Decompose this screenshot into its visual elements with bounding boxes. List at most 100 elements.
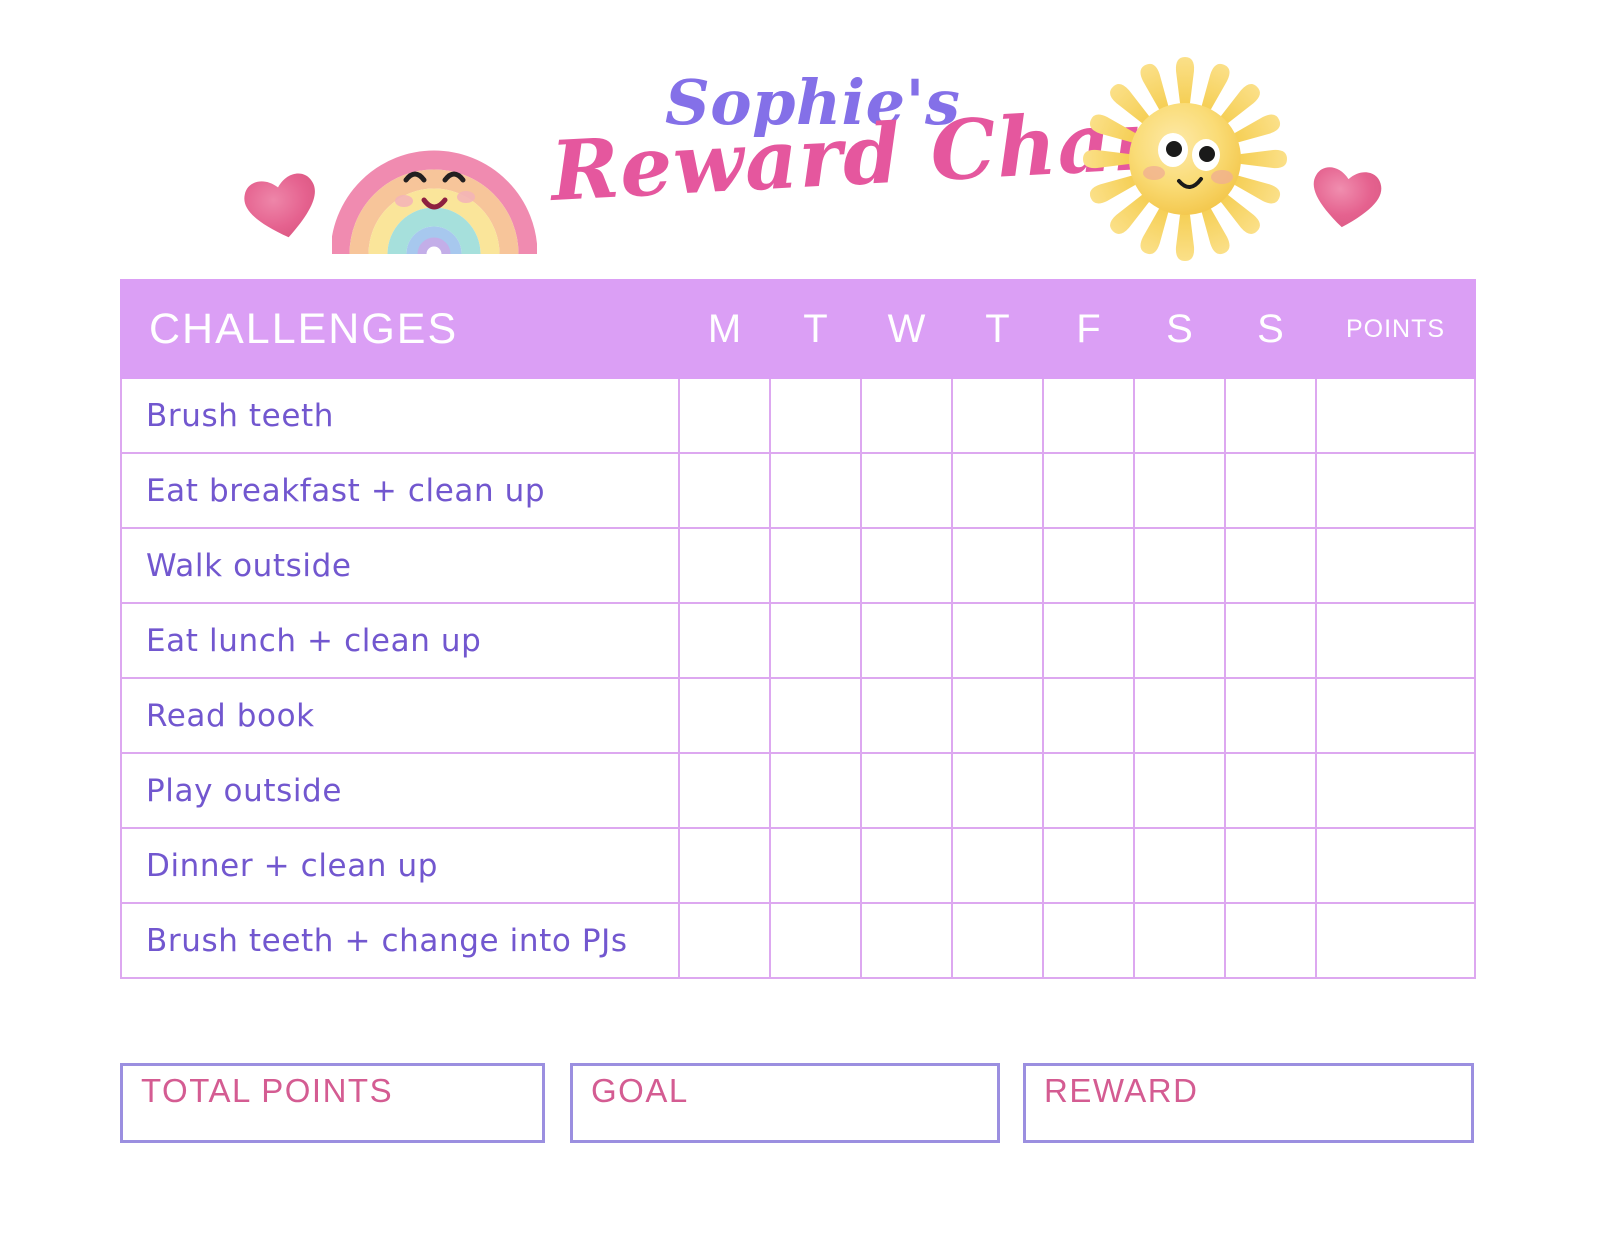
checkbox-cell-monday[interactable] <box>678 827 771 904</box>
checkbox-cell-friday[interactable] <box>1042 452 1135 529</box>
checkbox-cell-thursday[interactable] <box>951 902 1044 979</box>
checkbox-cell-sunday[interactable] <box>1224 827 1317 904</box>
total-points-label: TOTAL POINTS <box>141 1072 394 1109</box>
checkbox-cell-sunday[interactable] <box>1224 377 1317 454</box>
sun-icon <box>1063 52 1308 267</box>
footer-boxes: TOTAL POINTS GOAL REWARD <box>120 1063 1474 1145</box>
reward-label: REWARD <box>1044 1072 1199 1109</box>
checkbox-cell-tuesday[interactable] <box>769 602 862 679</box>
checkbox-cell-saturday[interactable] <box>1133 752 1226 829</box>
checkbox-cell-wednesday[interactable] <box>860 602 953 679</box>
table-row: Brush teeth <box>120 377 1476 454</box>
checkbox-cell-tuesday[interactable] <box>769 902 862 979</box>
checkbox-cell-sunday[interactable] <box>1224 902 1317 979</box>
checkbox-cell-monday[interactable] <box>678 602 771 679</box>
page-title: Sophie's Reward Chart <box>545 62 1196 262</box>
table-row: Read book <box>120 677 1476 754</box>
checkbox-cell-sunday[interactable] <box>1224 677 1317 754</box>
task-label: Brush teeth <box>120 377 680 454</box>
header-day-tuesday: T <box>769 279 862 379</box>
checkbox-cell-wednesday[interactable] <box>860 377 953 454</box>
task-label: Eat breakfast + clean up <box>120 452 680 529</box>
checkbox-cell-friday[interactable] <box>1042 677 1135 754</box>
checkbox-cell-tuesday[interactable] <box>769 677 862 754</box>
table-row: Dinner + clean up <box>120 827 1476 904</box>
checkbox-cell-tuesday[interactable] <box>769 452 862 529</box>
task-label: Walk outside <box>120 527 680 604</box>
total-points-box[interactable]: TOTAL POINTS <box>120 1063 545 1143</box>
title-name: Sophie's <box>665 66 961 139</box>
checkbox-cell-sunday[interactable] <box>1224 527 1317 604</box>
checkbox-cell-friday[interactable] <box>1042 377 1135 454</box>
checkbox-cell-saturday[interactable] <box>1133 602 1226 679</box>
checkbox-cell-wednesday[interactable] <box>860 452 953 529</box>
task-label: Dinner + clean up <box>120 827 680 904</box>
checkbox-cell-friday[interactable] <box>1042 752 1135 829</box>
checkbox-cell-sunday[interactable] <box>1224 452 1317 529</box>
points-cell[interactable] <box>1315 677 1476 754</box>
checkbox-cell-monday[interactable] <box>678 452 771 529</box>
checkbox-cell-wednesday[interactable] <box>860 827 953 904</box>
header-challenges: CHALLENGES <box>120 279 680 379</box>
checkbox-cell-saturday[interactable] <box>1133 827 1226 904</box>
header-points: POINTS <box>1315 279 1476 379</box>
checkbox-cell-thursday[interactable] <box>951 677 1044 754</box>
checkbox-cell-saturday[interactable] <box>1133 377 1226 454</box>
points-cell[interactable] <box>1315 527 1476 604</box>
checkbox-cell-wednesday[interactable] <box>860 527 953 604</box>
reward-chart-table: CHALLENGES M T W T F S S POINTS Brush te… <box>120 279 1476 979</box>
checkbox-cell-tuesday[interactable] <box>769 527 862 604</box>
rainbow-icon <box>330 104 538 256</box>
checkbox-cell-saturday[interactable] <box>1133 902 1226 979</box>
checkbox-cell-tuesday[interactable] <box>769 827 862 904</box>
goal-box[interactable]: GOAL <box>570 1063 1000 1143</box>
header-day-monday: M <box>678 279 771 379</box>
checkbox-cell-thursday[interactable] <box>951 752 1044 829</box>
header-day-friday: F <box>1042 279 1135 379</box>
task-label: Eat lunch + clean up <box>120 602 680 679</box>
checkbox-cell-monday[interactable] <box>678 902 771 979</box>
checkbox-cell-monday[interactable] <box>678 377 771 454</box>
checkbox-cell-saturday[interactable] <box>1133 452 1226 529</box>
table-row: Walk outside <box>120 527 1476 604</box>
header-decoration-band: Sophie's Reward Chart <box>0 0 1600 279</box>
header-day-thursday: T <box>951 279 1044 379</box>
points-cell[interactable] <box>1315 752 1476 829</box>
checkbox-cell-saturday[interactable] <box>1133 677 1226 754</box>
checkbox-cell-friday[interactable] <box>1042 827 1135 904</box>
task-label: Brush teeth + change into PJs <box>120 902 680 979</box>
table-row: Brush teeth + change into PJs <box>120 902 1476 979</box>
checkbox-cell-sunday[interactable] <box>1224 752 1317 829</box>
checkbox-cell-thursday[interactable] <box>951 377 1044 454</box>
checkbox-cell-wednesday[interactable] <box>860 677 953 754</box>
points-cell[interactable] <box>1315 602 1476 679</box>
header-day-sunday: S <box>1224 279 1317 379</box>
checkbox-cell-wednesday[interactable] <box>860 752 953 829</box>
checkbox-cell-tuesday[interactable] <box>769 752 862 829</box>
points-cell[interactable] <box>1315 452 1476 529</box>
checkbox-cell-thursday[interactable] <box>951 602 1044 679</box>
checkbox-cell-thursday[interactable] <box>951 452 1044 529</box>
checkbox-cell-thursday[interactable] <box>951 827 1044 904</box>
checkbox-cell-wednesday[interactable] <box>860 902 953 979</box>
checkbox-cell-friday[interactable] <box>1042 902 1135 979</box>
table-row: Eat breakfast + clean up <box>120 452 1476 529</box>
table-row: Eat lunch + clean up <box>120 602 1476 679</box>
header-day-saturday: S <box>1133 279 1226 379</box>
points-cell[interactable] <box>1315 377 1476 454</box>
checkbox-cell-saturday[interactable] <box>1133 527 1226 604</box>
checkbox-cell-tuesday[interactable] <box>769 377 862 454</box>
heart-icon <box>244 173 315 238</box>
checkbox-cell-monday[interactable] <box>678 527 771 604</box>
checkbox-cell-sunday[interactable] <box>1224 602 1317 679</box>
points-cell[interactable] <box>1315 902 1476 979</box>
checkbox-cell-friday[interactable] <box>1042 602 1135 679</box>
reward-box[interactable]: REWARD <box>1023 1063 1474 1143</box>
checkbox-cell-thursday[interactable] <box>951 527 1044 604</box>
checkbox-cell-monday[interactable] <box>678 677 771 754</box>
checkbox-cell-monday[interactable] <box>678 752 771 829</box>
points-cell[interactable] <box>1315 827 1476 904</box>
checkbox-cell-friday[interactable] <box>1042 527 1135 604</box>
header-day-wednesday: W <box>860 279 953 379</box>
